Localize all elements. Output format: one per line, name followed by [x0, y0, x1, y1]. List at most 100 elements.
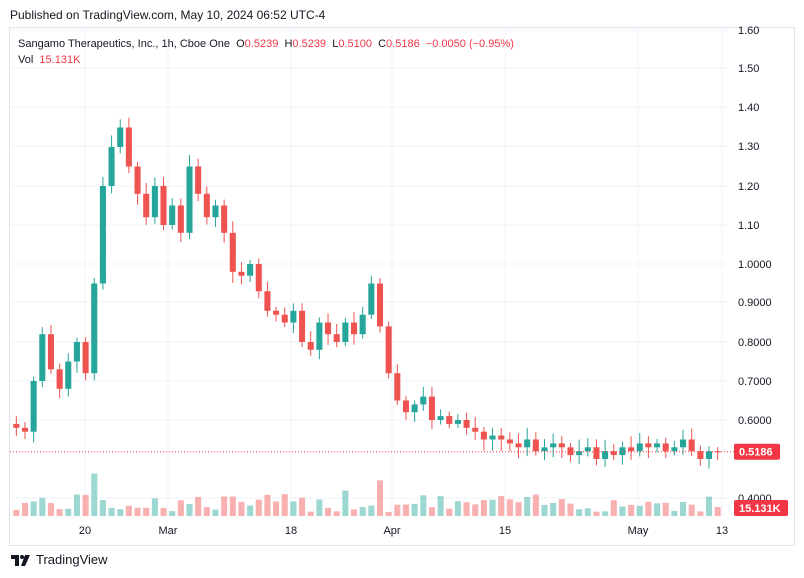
volume-bar — [290, 501, 297, 516]
candle-body — [151, 186, 158, 218]
x-tick-label: 18 — [285, 525, 297, 537]
volume-bar — [532, 494, 539, 516]
candle-body — [515, 443, 522, 448]
candle-body — [446, 416, 453, 424]
volume-bar — [688, 504, 695, 516]
candle-body — [73, 342, 80, 362]
candle-body — [39, 334, 46, 381]
candle-body — [506, 439, 513, 444]
volume-bar — [680, 502, 687, 516]
volume-bar — [446, 508, 453, 516]
candle-body — [420, 396, 427, 405]
candle-body — [255, 264, 262, 292]
volume-bar — [602, 511, 609, 516]
y-tick-label: 1.20 — [738, 181, 759, 193]
close-value: 0.5186 — [386, 38, 420, 50]
volume-bar — [316, 499, 323, 516]
candle-body — [273, 310, 280, 315]
candle-body — [376, 283, 384, 327]
candle-body — [567, 447, 574, 456]
candle-body — [281, 314, 288, 323]
volume-bar — [325, 507, 332, 516]
candle-body — [697, 451, 704, 459]
volume-bar — [350, 509, 358, 516]
candle-body — [532, 439, 539, 452]
candle-body — [316, 322, 323, 350]
volume-bar — [489, 499, 496, 516]
change-value: −0.0050 (−0.95%) — [425, 38, 514, 50]
volume-tag: 15.131K — [739, 503, 781, 515]
volume-bar — [359, 506, 366, 516]
volume-bar — [134, 507, 141, 516]
volume-bar — [212, 509, 219, 516]
candle-body — [91, 283, 98, 374]
price-tag-bg — [734, 443, 780, 460]
x-tick-label: Mar — [159, 525, 178, 537]
candle-body — [428, 396, 435, 420]
volume-bar — [342, 490, 349, 516]
candle-body — [480, 431, 487, 440]
candle-body — [169, 205, 176, 225]
volume-bar — [221, 496, 228, 516]
volume-bar — [368, 505, 375, 516]
candle-body — [47, 334, 54, 370]
volume-bar — [541, 504, 548, 516]
volume-bar — [472, 504, 479, 516]
volume-bar — [714, 506, 721, 516]
candle-body — [30, 381, 37, 432]
y-tick-label: 0.6000 — [738, 415, 772, 427]
candle-body — [299, 310, 306, 342]
volume-bar — [671, 510, 678, 516]
candle-body — [264, 291, 271, 311]
candle-body — [350, 322, 358, 335]
volume-bar — [498, 496, 505, 516]
candle-body — [203, 193, 210, 218]
chart-frame — [9, 27, 795, 546]
volume-bar — [636, 505, 643, 516]
candle-body — [636, 443, 643, 452]
volume-bar — [385, 511, 392, 516]
volume-bar — [273, 501, 280, 516]
candle-body — [195, 166, 202, 194]
candle-body — [13, 423, 20, 428]
volume-bar — [177, 500, 184, 516]
candle-body — [229, 232, 236, 272]
candle-body — [221, 205, 228, 233]
x-tick-label: 20 — [79, 525, 91, 537]
volume-bars — [13, 473, 721, 516]
y-tick-label: 0.9000 — [738, 297, 772, 309]
volume-bar — [454, 501, 461, 516]
candle-body — [99, 186, 106, 284]
candle-body — [671, 447, 678, 452]
volume-bar — [143, 507, 150, 516]
candle-body — [359, 314, 366, 335]
volume-bar — [333, 511, 340, 516]
volume-bar — [91, 473, 98, 516]
volume-bar — [151, 498, 158, 516]
candle-body — [21, 427, 29, 432]
candle-body — [602, 451, 609, 459]
candle-body — [610, 451, 617, 456]
volume-bar — [195, 496, 202, 516]
candle-body — [186, 166, 193, 233]
volume-bar — [558, 499, 565, 516]
volume-bar — [506, 499, 513, 516]
volume-bar — [376, 480, 384, 516]
candle-body — [411, 404, 418, 413]
published-caption: Published on TradingView.com, May 10, 20… — [10, 8, 326, 22]
volume-bar — [515, 502, 522, 516]
close-label: C — [378, 38, 387, 50]
volume-label: Vol — [18, 54, 34, 66]
volume-tag-bg — [734, 500, 788, 516]
candle-body — [82, 342, 89, 374]
volume-bar — [160, 507, 167, 516]
y-tick-label: 1.50 — [738, 63, 759, 75]
volume-bar — [411, 503, 418, 516]
price-tag: 0.5186 — [739, 447, 773, 459]
volume-bar — [264, 494, 271, 516]
x-tick-label: Apr — [383, 525, 400, 537]
symbol-name: Sangamo Therapeutics, Inc., 1h, Cboe One — [18, 38, 230, 50]
tradingview-logo[interactable]: TradingView — [10, 552, 108, 567]
candle-body — [238, 271, 245, 276]
